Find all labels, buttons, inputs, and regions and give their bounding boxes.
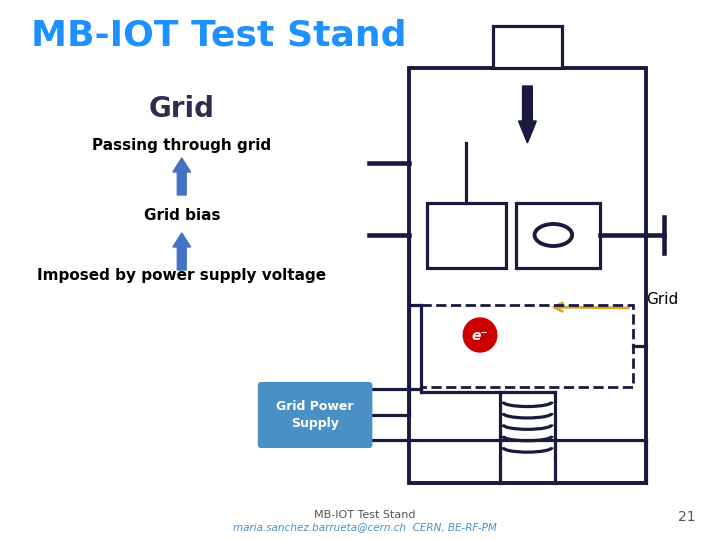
Bar — [409, 68, 646, 483]
Bar — [516, 202, 600, 267]
FancyArrow shape — [173, 233, 191, 270]
Text: MB-IOT Test Stand: MB-IOT Test Stand — [314, 510, 415, 520]
Text: MB-IOT Test Stand: MB-IOT Test Stand — [31, 18, 406, 52]
Text: Imposed by power supply voltage: Imposed by power supply voltage — [37, 268, 326, 283]
Bar — [493, 26, 562, 68]
Text: maria.sanchez.barrueta@cern.ch  CERN, BE-RF-PM: maria.sanchez.barrueta@cern.ch CERN, BE-… — [233, 522, 496, 532]
FancyBboxPatch shape — [258, 382, 372, 448]
Text: 21: 21 — [678, 510, 696, 524]
Text: Passing through grid: Passing through grid — [92, 138, 271, 153]
Bar — [427, 202, 505, 267]
Text: Grid bias: Grid bias — [143, 208, 220, 223]
FancyArrow shape — [518, 86, 536, 143]
Text: Grid: Grid — [149, 95, 215, 123]
Text: Grid: Grid — [646, 293, 678, 307]
Circle shape — [463, 318, 497, 352]
Text: e⁻: e⁻ — [472, 329, 488, 343]
Text: Grid Power
Supply: Grid Power Supply — [276, 400, 354, 430]
Bar — [420, 305, 633, 387]
Ellipse shape — [534, 224, 572, 246]
FancyArrow shape — [173, 158, 191, 195]
